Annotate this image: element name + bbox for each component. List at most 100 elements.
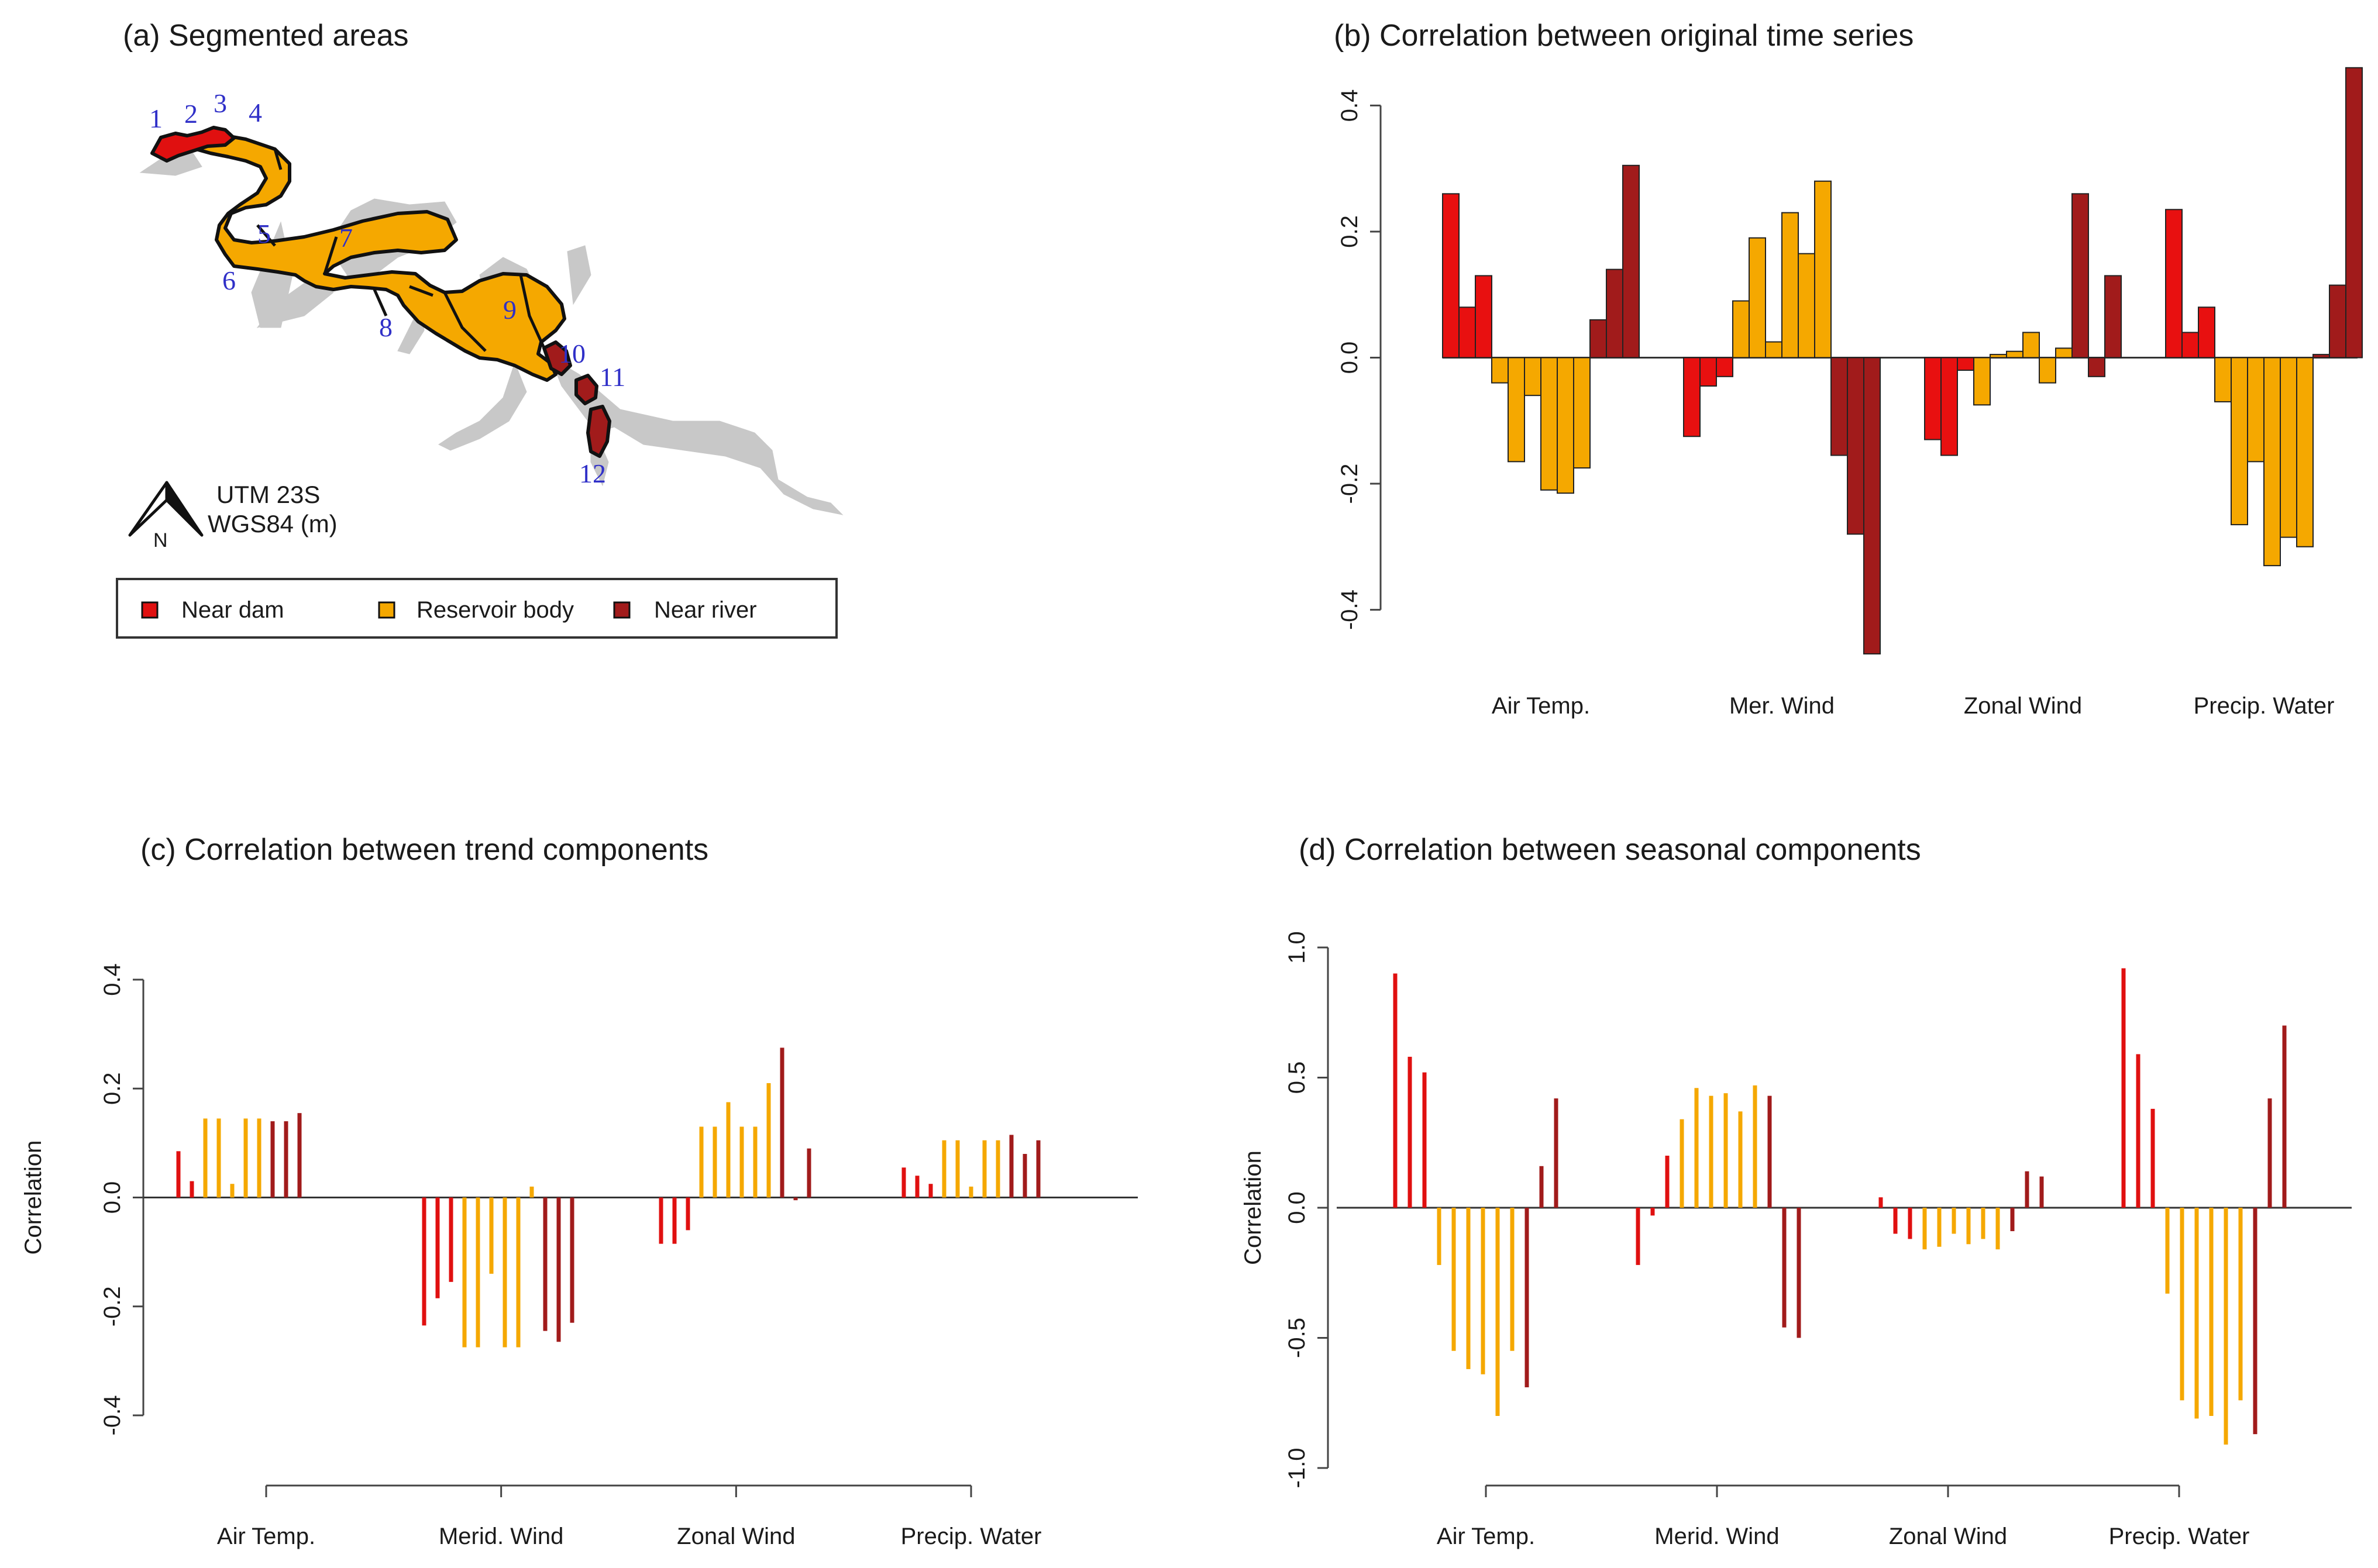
bar-c-zonal-wind-reservoir-body xyxy=(766,1083,771,1198)
bar-d-precip-water-near-dam xyxy=(2136,1054,2140,1208)
bar-c-precip-water-near-river xyxy=(1009,1135,1014,1198)
bar-b-precip-water-near-dam xyxy=(2198,306,2215,359)
chart-c-y-tick-label: -0.2 xyxy=(99,1286,125,1326)
bar-b-mer-wind-reservoir-body xyxy=(1732,300,1750,359)
bar-d-zonal-wind-reservoir-body xyxy=(1981,1208,1985,1239)
bar-d-merid-wind-near-dam xyxy=(1665,1156,1670,1208)
chart-d-y-tick-label: -1.0 xyxy=(1284,1448,1310,1488)
segment-number-7: 7 xyxy=(339,223,353,253)
bar-b-zonal-wind-near-dam xyxy=(1940,357,1958,456)
bar-d-air-temp-near-dam xyxy=(1393,973,1398,1208)
bar-d-air-temp-reservoir-body xyxy=(1510,1208,1515,1351)
map-reservoir-body xyxy=(191,133,566,382)
bar-b-mer-wind-reservoir-body xyxy=(1749,237,1766,359)
bar-c-air-temp-near-dam xyxy=(176,1151,181,1198)
chart-c-category-label: Precip. Water xyxy=(901,1524,1042,1549)
bar-d-precip-water-near-river xyxy=(2253,1208,2257,1435)
bar-b-air-temp-reservoir-body xyxy=(1573,357,1591,469)
bar-d-merid-wind-near-dam xyxy=(1650,1208,1655,1216)
bar-b-air-temp-near-river xyxy=(1606,268,1623,359)
bar-b-zonal-wind-reservoir-body xyxy=(2022,332,2040,359)
segment-number-5: 5 xyxy=(257,219,271,249)
map-legend: Near dam Reservoir body Near river xyxy=(116,578,838,639)
bar-b-air-temp-reservoir-body xyxy=(1540,357,1558,491)
bar-d-precip-water-reservoir-body xyxy=(2209,1208,2214,1416)
bar-c-zonal-wind-near-dam xyxy=(686,1197,690,1231)
bar-d-zonal-wind-near-dam xyxy=(1908,1208,1912,1239)
bar-d-air-temp-near-dam xyxy=(1407,1056,1412,1208)
bar-b-air-temp-near-river xyxy=(1589,319,1607,359)
chart-c-category-label: Merid. Wind xyxy=(439,1524,563,1549)
chart-d-y-tick-label: 0.5 xyxy=(1284,1062,1310,1094)
bar-d-precip-water-near-dam xyxy=(2150,1108,2155,1208)
panel-a: (a) Segmented areas xyxy=(116,19,844,639)
bar-c-merid-wind-reservoir-body xyxy=(462,1197,467,1348)
bar-b-precip-water-near-dam xyxy=(2165,209,2183,359)
bar-b-precip-water-reservoir-body xyxy=(2231,357,2248,526)
bar-c-precip-water-reservoir-body xyxy=(955,1140,960,1198)
map-segment-numbers: 1 2 3 4 5 6 7 8 9 10 11 12 xyxy=(149,88,625,488)
bar-b-mer-wind-near-dam xyxy=(1699,357,1717,387)
legend-swatch-near-river xyxy=(613,601,631,619)
chart-c-y-tick-label: 0.2 xyxy=(99,1072,125,1105)
bar-d-merid-wind-reservoir-body xyxy=(1723,1093,1728,1208)
bar-c-air-temp-reservoir-body xyxy=(203,1118,208,1198)
chart-c-category-label: Zonal Wind xyxy=(677,1524,795,1549)
segment-number-3: 3 xyxy=(214,88,227,118)
bar-d-precip-water-near-dam xyxy=(2121,968,2126,1208)
bar-b-mer-wind-near-river xyxy=(1847,357,1864,535)
bar-c-air-temp-near-river xyxy=(284,1121,288,1198)
bar-b-air-temp-reservoir-body xyxy=(1508,357,1525,463)
bar-d-zonal-wind-reservoir-body xyxy=(1966,1208,1971,1245)
bar-c-precip-water-near-dam xyxy=(928,1184,933,1198)
bar-c-merid-wind-reservoir-body xyxy=(489,1197,494,1274)
bar-c-precip-water-reservoir-body xyxy=(982,1140,987,1198)
bar-b-zonal-wind-near-dam xyxy=(1924,357,1942,440)
bar-d-merid-wind-reservoir-body xyxy=(1738,1111,1743,1208)
bar-b-precip-water-reservoir-body xyxy=(2247,357,2265,463)
bar-d-precip-water-near-river xyxy=(2267,1098,2272,1208)
north-arrow-icon: N xyxy=(128,481,204,552)
bar-c-zonal-wind-near-river xyxy=(807,1148,811,1198)
bar-c-merid-wind-near-river xyxy=(570,1197,574,1323)
panel-a-title: (a) Segmented areas xyxy=(123,19,409,53)
bar-c-merid-wind-near-river xyxy=(556,1197,561,1342)
bar-c-zonal-wind-near-river xyxy=(780,1047,784,1198)
bar-c-precip-water-near-river xyxy=(1023,1154,1027,1198)
north-letter: N xyxy=(153,529,168,552)
bar-b-air-temp-reservoir-body xyxy=(1491,357,1509,384)
bar-b-zonal-wind-reservoir-body xyxy=(2006,350,2023,359)
chart-d-category-label: Air Temp. xyxy=(1437,1524,1535,1549)
bar-d-precip-water-reservoir-body xyxy=(2238,1208,2243,1401)
bar-d-zonal-wind-reservoir-body xyxy=(1922,1208,1927,1250)
panel-d: (d) Correlation between seasonal compone… xyxy=(1240,833,2352,1549)
bar-c-air-temp-reservoir-body xyxy=(257,1118,261,1198)
panel-c: (c) Correlation between trend components… xyxy=(20,833,1138,1549)
segment-number-11: 11 xyxy=(600,362,625,392)
bar-c-merid-wind-near-dam xyxy=(449,1197,453,1282)
segment-number-8: 8 xyxy=(379,312,393,342)
bar-c-zonal-wind-reservoir-body xyxy=(713,1126,717,1198)
bar-b-zonal-wind-reservoir-body xyxy=(2055,347,2073,359)
bar-d-zonal-wind-near-dam xyxy=(1893,1208,1898,1234)
segment-number-6: 6 xyxy=(222,266,236,295)
bar-d-air-temp-near-river xyxy=(1554,1098,1558,1208)
bar-b-mer-wind-reservoir-body xyxy=(1814,180,1832,359)
bar-d-merid-wind-reservoir-body xyxy=(1680,1119,1684,1208)
bar-c-merid-wind-reservoir-body xyxy=(476,1197,480,1348)
bar-d-air-temp-reservoir-body xyxy=(1437,1208,1441,1265)
chart-d-category-label: Zonal Wind xyxy=(1889,1524,2007,1549)
legend-swatch-reservoir-body xyxy=(378,601,395,619)
bar-c-air-temp-reservoir-body xyxy=(243,1118,248,1198)
legend-box xyxy=(116,578,838,639)
bar-b-mer-wind-reservoir-body xyxy=(1765,341,1782,359)
bar-b-mer-wind-near-river xyxy=(1830,357,1848,456)
panel-c-title: (c) Correlation between trend components xyxy=(140,833,708,867)
bar-b-mer-wind-reservoir-body xyxy=(1781,212,1799,359)
bar-d-air-temp-near-river xyxy=(1539,1166,1544,1208)
chart-d-y-tick-label: 0.0 xyxy=(1284,1191,1310,1224)
chart-b-plot: -0.4 -0.2 0.0 0.2 0.4 Air Temp. Mer. Wind Zonal… xyxy=(1337,67,2363,719)
bar-c-merid-wind-near-dam xyxy=(435,1197,440,1298)
chart-d-category-label: Precip. Water xyxy=(2109,1524,2250,1549)
